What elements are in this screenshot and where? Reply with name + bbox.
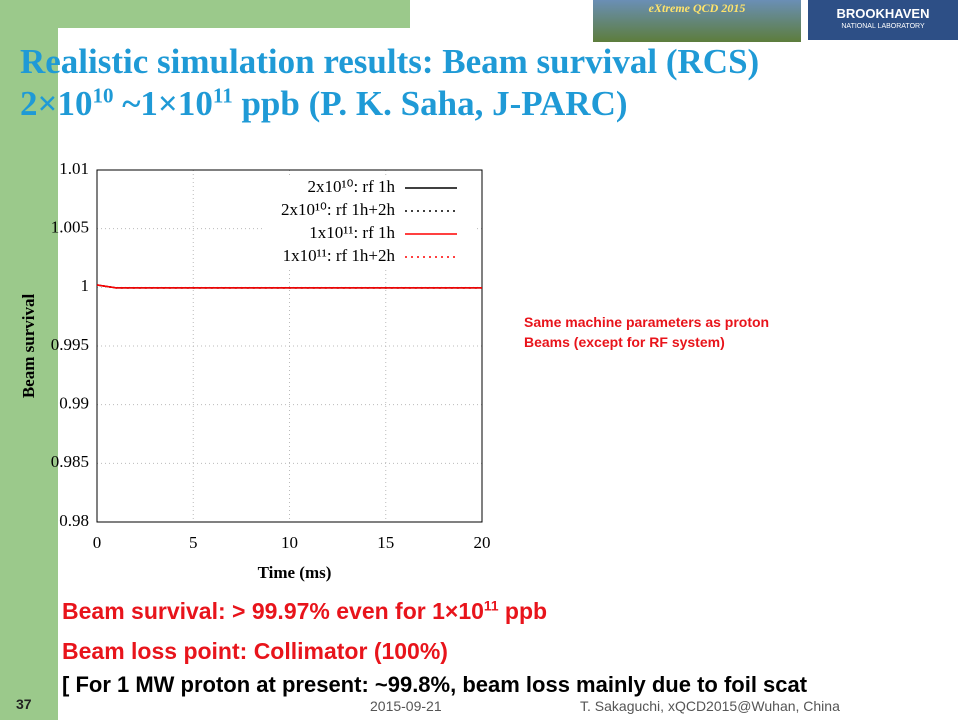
bullet: Beam survival: > 99.97% even for 1×1011 … [62,598,547,625]
note-line: Same machine parameters as proton [524,314,770,330]
x-tick-label: 10 [281,533,298,552]
x-tick-label: 5 [189,533,198,552]
legend-label: 2x10¹⁰: rf 1h [308,177,396,196]
title-part: ppb (P. K. Saha, J-PARC) [232,84,628,123]
bullet: [ For 1 MW proton at present: ~99.8%, be… [62,672,808,697]
logo: BROOKHAVEN NATIONAL LABORATORY [808,0,958,40]
bullet-part: Beam survival: > 99.97% even for 1×10 [62,598,484,624]
x-tick-label: 20 [474,533,491,552]
title-line2: 2×1010 ~1×1011 ppb (P. K. Saha, J-PARC) [20,84,628,124]
note: Same machine parameters as proton Beams … [524,312,769,352]
footer-author: T. Sakaguchi, xQCD2015@Wuhan, China [580,698,840,714]
legend-label: 2x10¹⁰: rf 1h+2h [281,200,396,219]
bullet: Beam loss point: Collimator (100%) [62,638,448,664]
note-line: Beams (except for RF system) [524,334,725,350]
title-sup: 10 [92,83,114,108]
x-axis-label: Time (ms) [258,563,332,582]
y-tick-label: 1.01 [59,159,89,178]
footer-date: 2015-09-21 [370,698,442,714]
title-line1: Realistic simulation results: Beam survi… [20,42,760,81]
legend-label: 1x10¹¹: rf 1h [309,223,395,242]
y-tick-label: 0.99 [59,394,89,413]
y-tick-label: 0.985 [51,452,89,471]
page-number: 37 [16,696,32,712]
bullet-part: ppb [498,598,548,624]
legend-box [265,176,475,270]
y-tick-label: 1 [81,276,90,295]
top-bar [0,0,410,28]
series-line [96,284,482,289]
bullet-sup: 11 [483,598,499,614]
legend-label: 1x10¹¹: rf 1h+2h [283,246,396,265]
title-part: ~1×10 [113,84,213,123]
banner-text: eXtreme QCD 2015 [648,1,746,15]
x-tick-label: 0 [93,533,102,552]
banner: eXtreme QCD 2015 [593,0,801,42]
title-sup: 11 [212,83,233,108]
x-tick-label: 15 [377,533,394,552]
left-bar [0,0,58,720]
y-tick-label: 0.98 [59,511,89,530]
y-axis-label: Beam survival [19,294,38,399]
y-tick-label: 1.005 [51,218,89,237]
logo-subtext: NATIONAL LABORATORY [841,23,925,30]
logo-text: BROOKHAVEN [836,6,930,21]
title-part: 2×10 [20,84,93,123]
plot-frame [96,169,483,523]
y-tick-label: 0.995 [51,335,89,354]
